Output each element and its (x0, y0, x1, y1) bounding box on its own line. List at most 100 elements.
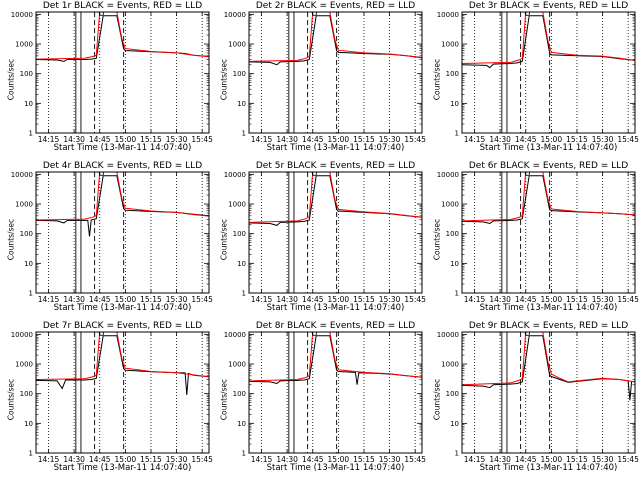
y-tick-label: 10 (237, 420, 246, 428)
chart-svg: 14:15 14:30 14:45 15:00 15:15 15:30 15:45 1 10 10… (224, 171, 426, 304)
x-tick-label: 15:00 (115, 135, 137, 144)
x-tick-label: 14:15 (38, 455, 60, 464)
y-axis-label: Counts/sec (6, 218, 16, 261)
events-series (36, 175, 209, 237)
y-tick-label: 10 (237, 100, 246, 108)
x-tick-label: 15:45 (404, 455, 426, 464)
plot-frame (248, 11, 423, 134)
detector-panel-7: 14:15 14:30 14:45 15:00 15:15 15:30 15:45 1 10 10… (0, 320, 214, 480)
x-tick-label: 14:30 (276, 455, 298, 464)
plot-frame (461, 331, 636, 454)
x-tick-label: 14:30 (489, 135, 511, 144)
y-axis-label: Counts/sec (432, 58, 442, 101)
panel-title: Det 2r BLACK = Events, RED = LLD (255, 1, 416, 11)
detector-panel-5: 14:15 14:30 14:45 15:00 15:15 15:30 15:45 1 10 10… (213, 160, 427, 320)
x-tick-label: 14:45 (302, 135, 324, 144)
peak-marker (524, 12, 531, 16)
panel-title: Det 9r BLACK = Events, RED = LLD (468, 321, 629, 331)
y-tick-label: 1000 (228, 41, 246, 49)
x-tick-label: 15:45 (617, 295, 639, 304)
y-tick-label: 10 (237, 260, 246, 268)
detector-panel-3: 14:15 14:30 14:45 15:00 15:15 15:30 15:45 1 10 10… (426, 0, 640, 160)
x-tick-label: 14:30 (489, 455, 511, 464)
y-tick-label: 1 (29, 290, 33, 298)
y-axis-label: Counts/sec (6, 58, 16, 101)
y-tick-label: 10000 (224, 331, 246, 339)
y-tick-label: 1 (242, 450, 246, 458)
detector-panel-4: 14:15 14:30 14:45 15:00 15:15 15:30 15:45 1 10 10… (0, 160, 214, 320)
x-axis-label: Start Time (13-Mar-11 14:07:40) (53, 303, 192, 313)
x-tick-label: 14:30 (63, 135, 85, 144)
x-tick-label: 15:45 (191, 455, 213, 464)
plot-frame (461, 11, 636, 134)
peak-marker (311, 172, 318, 176)
detector-panel-9: 14:15 14:30 14:45 15:00 15:15 15:30 15:45 1 10 10… (426, 320, 640, 480)
x-tick-label: 14:30 (63, 455, 85, 464)
y-tick-label: 1000 (228, 361, 246, 369)
peak-marker (98, 12, 105, 16)
peak-marker (98, 332, 105, 336)
x-tick-label: 15:30 (379, 295, 401, 304)
x-tick-label: 15:15 (566, 295, 588, 304)
x-tick-label: 15:00 (328, 135, 350, 144)
y-tick-label: 10 (450, 260, 459, 268)
y-tick-label: 100 (233, 230, 246, 238)
x-tick-label: 14:15 (464, 295, 486, 304)
plot-frame (248, 331, 423, 454)
x-tick-label: 15:15 (566, 455, 588, 464)
y-tick-label: 10000 (437, 331, 459, 339)
lld-series (249, 12, 422, 62)
panel-title: Det 6r BLACK = Events, RED = LLD (468, 161, 629, 171)
events-series (462, 335, 635, 401)
x-tick-label: 15:45 (617, 455, 639, 464)
x-tick-label: 15:30 (592, 295, 614, 304)
x-axis-label: Start Time (13-Mar-11 14:07:40) (53, 143, 192, 153)
x-axis-label: Start Time (13-Mar-11 14:07:40) (266, 303, 405, 313)
y-tick-label: 1 (242, 130, 246, 138)
x-tick-label: 15:15 (353, 135, 375, 144)
detector-panel-2: 14:15 14:30 14:45 15:00 15:15 15:30 15:45 1 10 10… (213, 0, 427, 160)
peak-marker (98, 172, 105, 176)
panel-title: Det 5r BLACK = Events, RED = LLD (255, 161, 416, 171)
x-tick-label: 14:15 (251, 455, 273, 464)
y-axis-label: Counts/sec (219, 218, 229, 261)
x-tick-label: 15:45 (617, 135, 639, 144)
y-tick-label: 100 (20, 390, 33, 398)
events-series (36, 15, 209, 62)
x-tick-label: 14:45 (515, 135, 537, 144)
x-tick-label: 15:30 (592, 455, 614, 464)
y-axis-label: Counts/sec (219, 378, 229, 421)
chart-svg: 14:15 14:30 14:45 15:00 15:15 15:30 15:45 1 10 10… (11, 11, 213, 144)
x-tick-label: 15:45 (404, 295, 426, 304)
chart-svg: 14:15 14:30 14:45 15:00 15:15 15:30 15:45 1 10 10… (437, 171, 639, 304)
y-tick-label: 1 (29, 130, 33, 138)
y-tick-label: 10 (450, 420, 459, 428)
x-tick-label: 15:30 (166, 135, 188, 144)
y-tick-label: 1000 (15, 361, 33, 369)
y-tick-label: 1 (455, 290, 459, 298)
x-axis-label: Start Time (13-Mar-11 14:07:40) (53, 463, 192, 473)
x-tick-label: 15:30 (166, 295, 188, 304)
x-tick-label: 15:15 (140, 295, 162, 304)
y-tick-label: 1 (455, 130, 459, 138)
y-axis-label: Counts/sec (432, 218, 442, 261)
x-tick-label: 14:15 (464, 455, 486, 464)
chart-svg: 14:15 14:30 14:45 15:00 15:15 15:30 15:45 1 10 10… (11, 331, 213, 464)
y-tick-label: 100 (446, 390, 459, 398)
x-tick-label: 14:30 (63, 295, 85, 304)
x-tick-label: 14:45 (302, 295, 324, 304)
panel-title: Det 7r BLACK = Events, RED = LLD (42, 321, 203, 331)
y-tick-label: 10000 (437, 11, 459, 19)
y-tick-label: 100 (446, 230, 459, 238)
detector-panel-1: 14:15 14:30 14:45 15:00 15:15 15:30 15:45 1 10 10… (0, 0, 214, 160)
x-tick-label: 15:15 (140, 135, 162, 144)
y-tick-label: 1000 (441, 361, 459, 369)
x-tick-label: 14:15 (464, 135, 486, 144)
y-tick-label: 10000 (11, 11, 33, 19)
y-tick-label: 1000 (15, 201, 33, 209)
lld-series (462, 332, 635, 386)
y-tick-label: 1 (455, 450, 459, 458)
x-tick-label: 15:00 (115, 295, 137, 304)
y-tick-label: 1000 (228, 201, 246, 209)
peak-marker (311, 12, 318, 16)
